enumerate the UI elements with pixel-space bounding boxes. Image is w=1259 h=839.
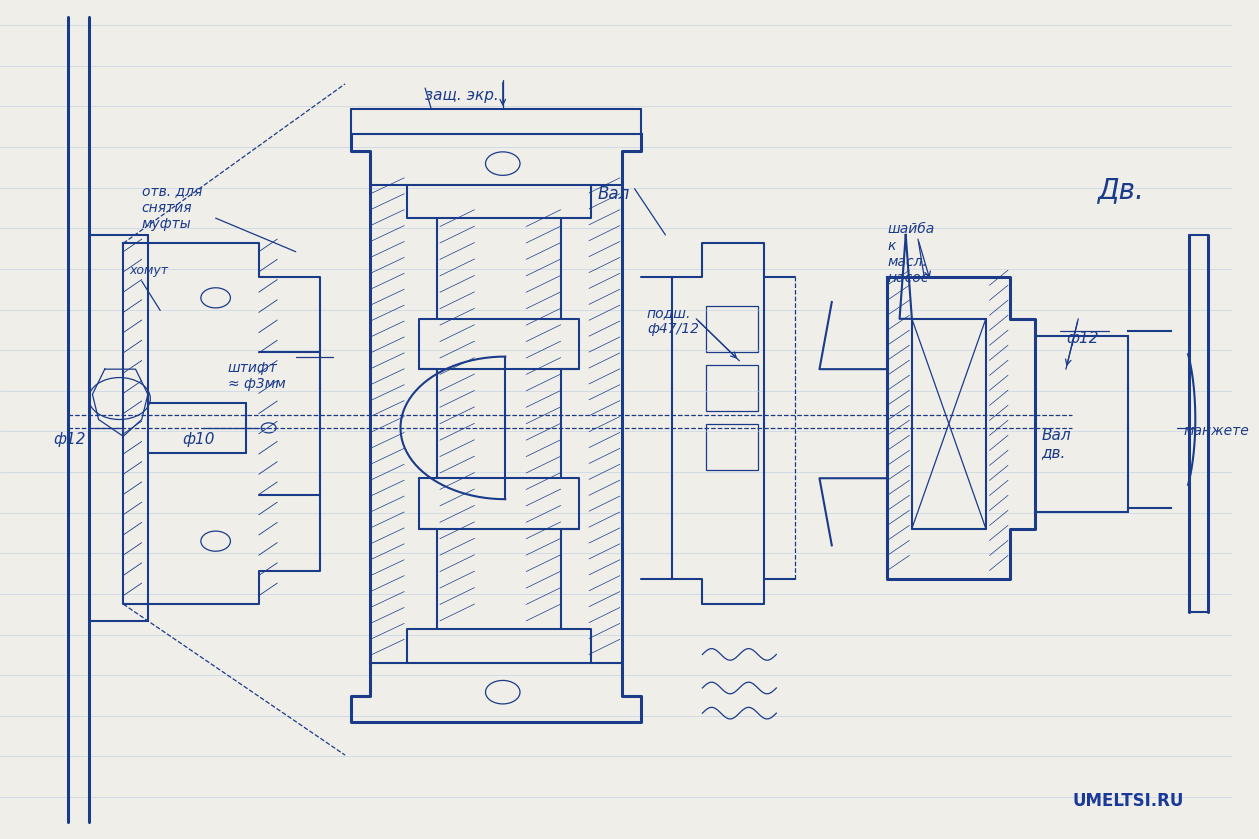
Text: ф10: ф10 — [183, 432, 215, 447]
Text: подш.
ф47/12: подш. ф47/12 — [647, 306, 699, 336]
Text: отв. для
снятия
муфты: отв. для снятия муфты — [142, 185, 203, 231]
Text: Вал
дв.: Вал дв. — [1041, 428, 1071, 461]
Text: штифт
≈ ф3мм: штифт ≈ ф3мм — [228, 361, 286, 391]
Text: Дв.: Дв. — [1097, 176, 1143, 204]
Bar — [706, 424, 758, 470]
Text: Вал: Вал — [598, 185, 630, 202]
Text: ф12: ф12 — [53, 432, 86, 447]
Text: шайба
к
масл.
насос: шайба к масл. насос — [888, 222, 934, 285]
Text: защ. экр.: защ. экр. — [426, 88, 499, 103]
Text: манжете: манжете — [1183, 424, 1249, 438]
Text: UMELTSI.RU: UMELTSI.RU — [1073, 792, 1183, 810]
Bar — [706, 365, 758, 411]
Text: ф12: ф12 — [1066, 331, 1098, 347]
Text: хомут: хомут — [130, 264, 169, 277]
Bar — [706, 306, 758, 352]
